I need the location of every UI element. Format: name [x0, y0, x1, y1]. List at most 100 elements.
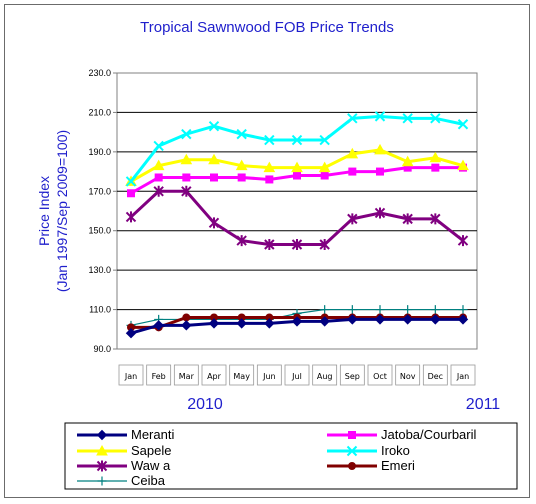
data-point	[430, 113, 441, 124]
data-point	[347, 213, 358, 225]
legend-box	[64, 422, 518, 490]
data-point	[347, 314, 358, 325]
data-point	[320, 305, 330, 315]
legend-item: Waw a	[77, 458, 171, 473]
x-tick-box	[201, 364, 227, 386]
legend-label: Meranti	[131, 427, 174, 442]
data-point	[96, 444, 108, 456]
x-tick-box	[367, 364, 393, 386]
legend-label: Jatoba/Courbaril	[381, 427, 476, 442]
data-point	[153, 185, 164, 197]
series-group	[125, 111, 469, 339]
data-point	[348, 167, 357, 176]
data-point	[291, 134, 303, 146]
data-point	[346, 147, 359, 159]
x-tick-label: Feb	[152, 372, 166, 381]
data-point	[125, 328, 137, 339]
data-point	[348, 462, 356, 470]
x-tick-box	[173, 364, 199, 386]
data-point	[402, 113, 413, 124]
data-point	[375, 305, 385, 315]
x-tick-label: Jan	[456, 372, 469, 381]
data-point	[374, 207, 386, 219]
data-point	[291, 239, 303, 251]
x-tick-box	[229, 364, 255, 386]
x-tick-box	[118, 364, 144, 386]
data-point	[403, 305, 413, 315]
x-tick-box	[339, 364, 365, 386]
x-tick-label: Sep	[345, 372, 360, 381]
data-point	[181, 320, 192, 331]
data-point	[263, 161, 276, 173]
x-tick-label: Jan	[124, 372, 137, 381]
data-point	[318, 161, 331, 173]
data-point	[235, 159, 248, 171]
data-point	[180, 153, 193, 165]
legend-item: Sapele	[77, 443, 171, 458]
data-point	[153, 320, 164, 331]
legend-label: Waw a	[131, 458, 171, 473]
data-point	[291, 316, 303, 327]
y-tick-label: 130.0	[88, 265, 111, 275]
data-point	[347, 305, 357, 315]
y-tick-label: 190.0	[88, 147, 111, 157]
chart-title: Tropical Sawnwood FOB Price Trends	[140, 19, 394, 36]
data-point	[347, 113, 358, 124]
legend-item: Jatoba/Courbaril	[327, 427, 476, 442]
data-point	[208, 121, 220, 132]
data-point	[430, 314, 441, 325]
legend-item: Iroko	[327, 443, 410, 458]
data-point	[264, 239, 275, 251]
data-point	[182, 173, 191, 182]
x-tick-label: Oct	[373, 372, 387, 381]
y-tick-labels: 90.0 110.0 130.0 150.0 170.0 190.0 210.0 230.0	[88, 68, 117, 354]
x-tick-box	[146, 364, 172, 386]
legend-item: Meranti	[77, 427, 174, 442]
x-tick-label: Jul	[291, 372, 302, 381]
data-point	[429, 151, 442, 163]
series-meranti	[125, 314, 469, 339]
x-tick-label: May	[233, 372, 250, 381]
x-tick-label: Aug	[317, 372, 333, 381]
data-point	[181, 128, 192, 140]
data-point	[430, 305, 440, 315]
data-point	[457, 119, 469, 130]
data-point	[348, 431, 356, 439]
data-point	[96, 460, 108, 472]
x-tick-label: Jun	[262, 372, 276, 381]
year-label-end: 2011	[466, 396, 501, 413]
x-tick-box	[450, 364, 476, 386]
x-tick-label: Nov	[400, 372, 416, 381]
data-point	[210, 173, 218, 182]
series-iroko	[125, 111, 469, 187]
data-point	[208, 217, 220, 229]
data-point	[374, 314, 386, 325]
data-point	[181, 185, 192, 197]
data-point	[346, 445, 358, 457]
series-jatoba-courbaril	[127, 163, 467, 198]
x-tick-label: Apr	[207, 372, 222, 381]
x-tick-box	[284, 364, 310, 386]
data-point	[457, 314, 469, 325]
data-point	[458, 305, 468, 315]
year-label-start: 2010	[187, 396, 223, 413]
x-tick-box	[256, 364, 282, 386]
data-point	[96, 429, 108, 441]
data-point	[374, 111, 386, 122]
data-point	[376, 167, 384, 176]
legend-label: Sapele	[131, 443, 171, 458]
legend-label: Emeri	[381, 458, 415, 473]
data-point	[264, 134, 275, 146]
data-point	[319, 134, 330, 146]
series-sapele	[125, 143, 469, 186]
data-point	[208, 153, 220, 165]
x-tick-label: Dec	[428, 372, 443, 381]
x-tick-box	[312, 364, 338, 386]
data-point	[154, 173, 163, 182]
data-point	[431, 163, 440, 172]
data-point	[402, 314, 413, 325]
data-point	[182, 313, 191, 322]
data-point	[291, 161, 303, 173]
data-point	[237, 173, 246, 182]
data-point	[125, 176, 137, 187]
